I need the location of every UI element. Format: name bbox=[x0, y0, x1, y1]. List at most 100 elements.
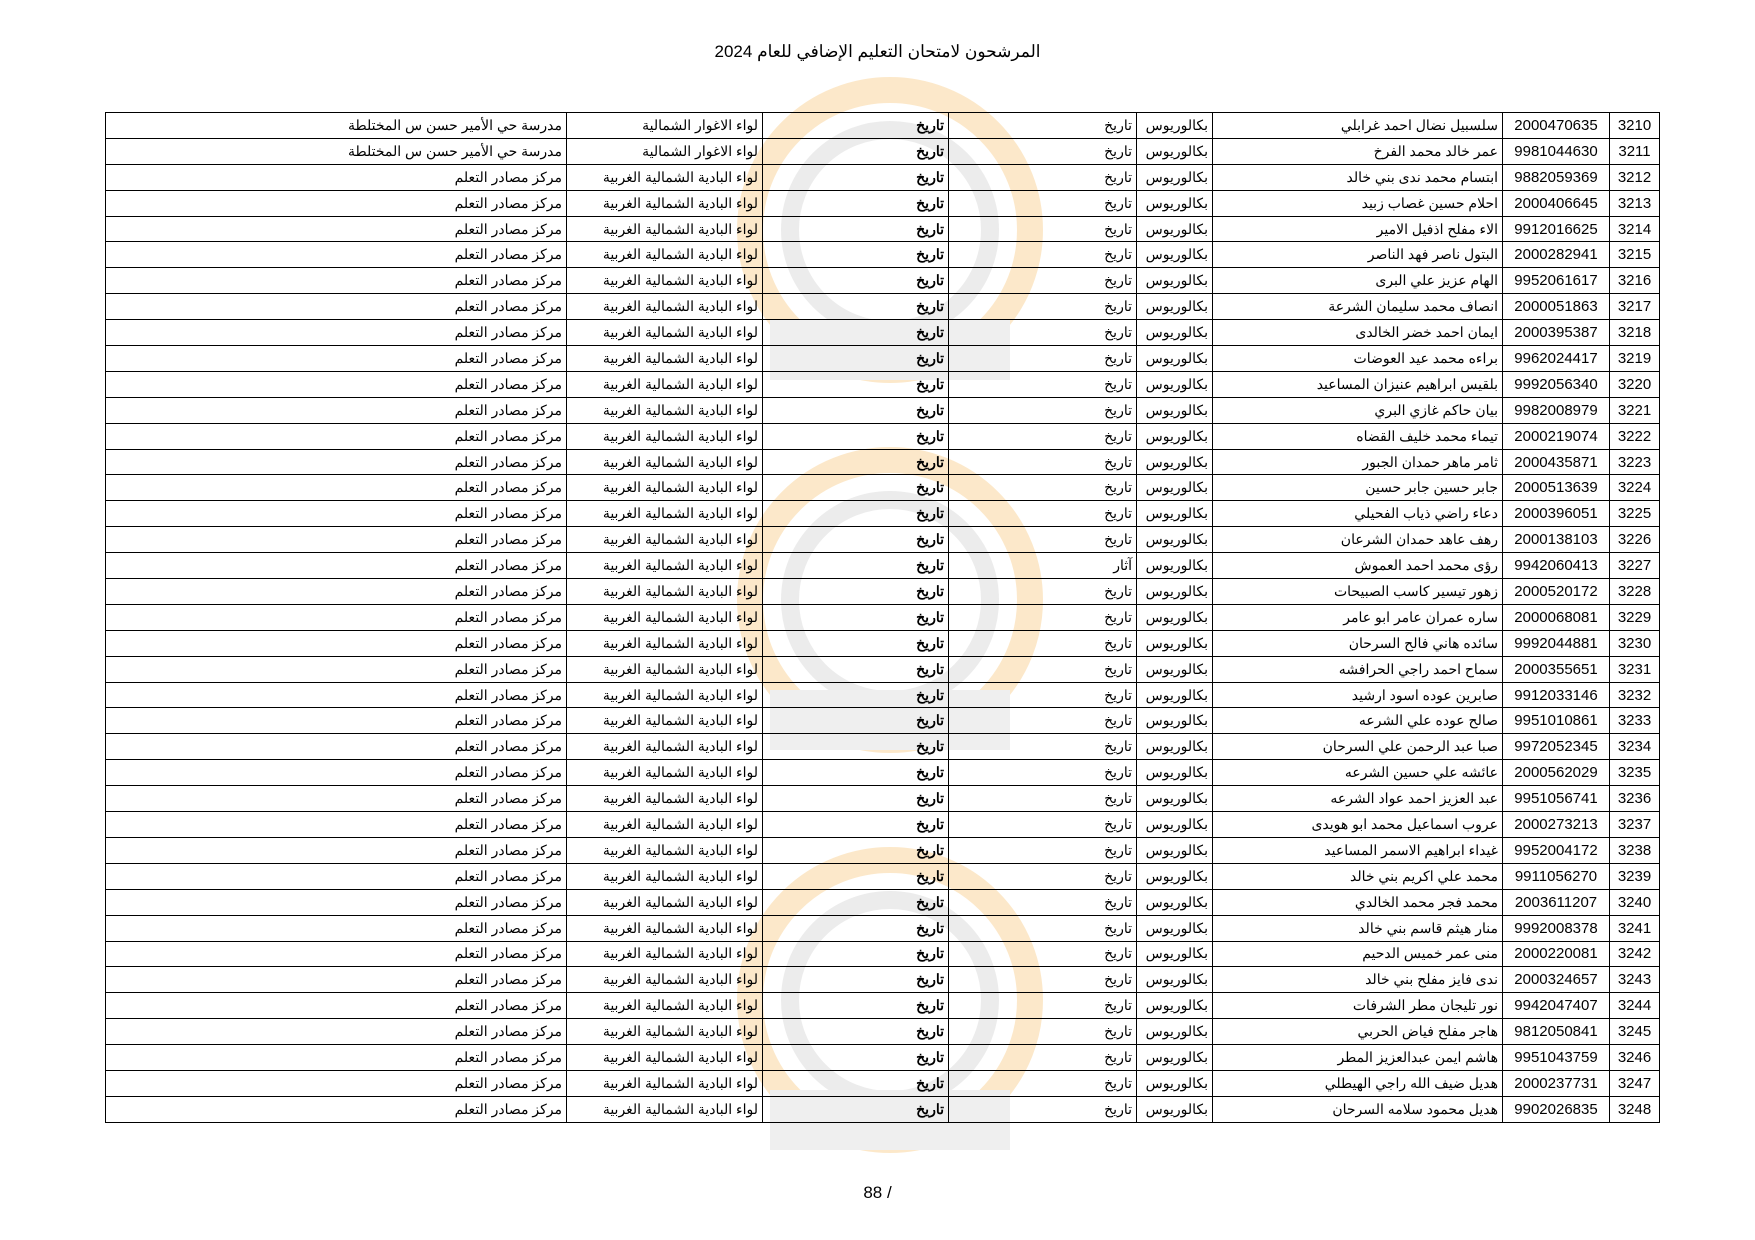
district-cell: لواء البادية الشمالية الغربية bbox=[566, 862, 763, 890]
table-row: 3214 9912016625 الاء مفلح اذفيل الامير بكال… bbox=[105, 215, 1660, 243]
candidate-name-cell: نور تليجان مطر الشرفات bbox=[1212, 992, 1503, 1020]
table-row: 3218 2000395387 ايمان احمد خضر الخالدى بكال… bbox=[105, 319, 1660, 347]
degree-cell: بكالوريوس bbox=[1136, 1069, 1213, 1097]
district-cell: لواء البادية الشمالية الغربية bbox=[566, 345, 763, 372]
subject-cell: تاريخ bbox=[762, 552, 949, 580]
national-id-cell: 2000220081 bbox=[1502, 940, 1610, 968]
row-number-cell: 3211 bbox=[1609, 137, 1660, 165]
candidate-name-cell: عروب اسماعيل محمد ابو هويدى bbox=[1212, 811, 1503, 838]
major-cell: تاريخ bbox=[948, 836, 1137, 864]
degree-cell: بكالوريوس bbox=[1136, 1095, 1213, 1123]
row-number-cell: 3242 bbox=[1609, 940, 1660, 968]
degree-cell: بكالوريوس bbox=[1136, 655, 1213, 683]
candidate-name-cell: ثامر ماهر حمدان الجبور bbox=[1212, 448, 1503, 476]
candidate-name-cell: هاشم ايمن عبدالعزيز المطر bbox=[1212, 1044, 1503, 1071]
row-number-cell: 3222 bbox=[1609, 422, 1660, 450]
page-number: 88 / bbox=[863, 1183, 892, 1202]
table-row: 3242 2000220081 منى عمر خميس الدحيم بكالوري… bbox=[105, 940, 1660, 968]
district-cell: لواء البادية الشمالية الغربية bbox=[566, 1018, 763, 1046]
major-cell: تاريخ bbox=[948, 215, 1137, 243]
major-cell: تاريخ bbox=[948, 914, 1137, 942]
national-id-cell: 2003611207 bbox=[1502, 888, 1610, 916]
table-row: 3243 2000324657 ندى فايز مفلح بني خالد بكال… bbox=[105, 966, 1660, 994]
degree-cell: بكالوريوس bbox=[1136, 940, 1213, 968]
table-row: 3219 9962024417 براءه محمد عيد العوضات بكال… bbox=[105, 345, 1660, 372]
degree-cell: بكالوريوس bbox=[1136, 629, 1213, 657]
table-row: 3229 2000068081 ساره عمران عامر ابو عامر بك… bbox=[105, 603, 1660, 631]
major-cell: تاريخ bbox=[948, 1044, 1137, 1071]
district-cell: لواء البادية الشمالية الغربية bbox=[566, 448, 763, 476]
national-id-cell: 9912033146 bbox=[1502, 681, 1610, 709]
table-row: 3228 2000520172 زهور تيسير كاسب الصبيحات بك… bbox=[105, 578, 1660, 605]
row-number-cell: 3235 bbox=[1609, 759, 1660, 787]
row-number-cell: 3221 bbox=[1609, 396, 1660, 424]
exam-center-cell: مركز مصادر التعلم bbox=[105, 759, 567, 787]
national-id-cell: 9992008378 bbox=[1502, 914, 1610, 942]
candidate-name-cell: هديل محمود سلامه السرحان bbox=[1212, 1095, 1503, 1123]
table-row: 3232 9912033146 صابرين عوده اسود ارشيد بكال… bbox=[105, 681, 1660, 709]
exam-center-cell: مركز مصادر التعلم bbox=[105, 836, 567, 864]
exam-center-cell: مركز مصادر التعلم bbox=[105, 1018, 567, 1046]
subject-cell: تاريخ bbox=[762, 966, 949, 994]
major-cell: تاريخ bbox=[948, 811, 1137, 838]
national-id-cell: 9981044630 bbox=[1502, 137, 1610, 165]
exam-center-cell: مركز مصادر التعلم bbox=[105, 940, 567, 968]
subject-cell: تاريخ bbox=[762, 759, 949, 787]
exam-center-cell: مركز مصادر التعلم bbox=[105, 448, 567, 476]
exam-center-cell: مركز مصادر التعلم bbox=[105, 1069, 567, 1097]
table-row: 3227 9942060413 رؤى محمد احمد العموش بكالور… bbox=[105, 552, 1660, 580]
degree-cell: بكالوريوس bbox=[1136, 370, 1213, 398]
subject-cell: تاريخ bbox=[762, 992, 949, 1020]
subject-cell: تاريخ bbox=[762, 707, 949, 735]
candidate-name-cell: زهور تيسير كاسب الصبيحات bbox=[1212, 578, 1503, 605]
row-number-cell: 3218 bbox=[1609, 319, 1660, 347]
candidate-name-cell: دعاء راضي ذياب الفحيلي bbox=[1212, 500, 1503, 528]
exam-center-cell: مركز مصادر التعلم bbox=[105, 267, 567, 295]
district-cell: لواء البادية الشمالية الغربية bbox=[566, 681, 763, 709]
major-cell: تاريخ bbox=[948, 888, 1137, 916]
degree-cell: بكالوريوس bbox=[1136, 888, 1213, 916]
major-cell: تاريخ bbox=[948, 422, 1137, 450]
table-row: 3235 2000562029 عائشه علي حسين الشرعه بكالو… bbox=[105, 759, 1660, 787]
candidate-name-cell: غيداء ابراهيم الاسمر المساعيد bbox=[1212, 836, 1503, 864]
exam-center-cell: مركز مصادر التعلم bbox=[105, 733, 567, 761]
table-row: 3231 2000355651 سماح احمد راجي الحرافشه بكا… bbox=[105, 655, 1660, 683]
exam-center-cell: مركز مصادر التعلم bbox=[105, 163, 567, 191]
table-row: 3223 2000435871 ثامر ماهر حمدان الجبور بكال… bbox=[105, 448, 1660, 476]
major-cell: تاريخ bbox=[948, 862, 1137, 890]
district-cell: لواء البادية الشمالية الغربية bbox=[566, 629, 763, 657]
major-cell: تاريخ bbox=[948, 707, 1137, 735]
major-cell: تاريخ bbox=[948, 500, 1137, 528]
district-cell: لواء البادية الشمالية الغربية bbox=[566, 1069, 763, 1097]
subject-cell: تاريخ bbox=[762, 526, 949, 554]
row-number-cell: 3241 bbox=[1609, 914, 1660, 942]
candidate-name-cell: صالح عوده علي الشرعه bbox=[1212, 707, 1503, 735]
row-number-cell: 3219 bbox=[1609, 345, 1660, 372]
row-number-cell: 3234 bbox=[1609, 733, 1660, 761]
candidate-name-cell: براءه محمد عيد العوضات bbox=[1212, 345, 1503, 372]
district-cell: لواء البادية الشمالية الغربية bbox=[566, 215, 763, 243]
degree-cell: بكالوريوس bbox=[1136, 552, 1213, 580]
candidate-name-cell: احلام حسين غصاب زبيد bbox=[1212, 189, 1503, 217]
table-row: 3244 9942047407 نور تليجان مطر الشرفات بكال… bbox=[105, 992, 1660, 1020]
exam-center-cell: مركز مصادر التعلم bbox=[105, 655, 567, 683]
national-id-cell: 9952061617 bbox=[1502, 267, 1610, 295]
exam-center-cell: مركز مصادر التعلم bbox=[105, 474, 567, 502]
subject-cell: تاريخ bbox=[762, 578, 949, 605]
national-id-cell: 2000406645 bbox=[1502, 189, 1610, 217]
row-number-cell: 3243 bbox=[1609, 966, 1660, 994]
district-cell: لواء البادية الشمالية الغربية bbox=[566, 914, 763, 942]
subject-cell: تاريخ bbox=[762, 448, 949, 476]
exam-center-cell: مركز مصادر التعلم bbox=[105, 526, 567, 554]
subject-cell: تاريخ bbox=[762, 293, 949, 321]
national-id-cell: 9812050841 bbox=[1502, 1018, 1610, 1046]
district-cell: لواء البادية الشمالية الغربية bbox=[566, 759, 763, 787]
exam-center-cell: مركز مصادر التعلم bbox=[105, 811, 567, 838]
candidate-name-cell: سلسبيل نضال احمد غرابلي bbox=[1212, 112, 1503, 139]
candidate-name-cell: انصاف محمد سليمان الشرعة bbox=[1212, 293, 1503, 321]
table-row: 3216 9952061617 الهام عزيز علي البرى بكالور… bbox=[105, 267, 1660, 295]
national-id-cell: 9942047407 bbox=[1502, 992, 1610, 1020]
degree-cell: بكالوريوس bbox=[1136, 500, 1213, 528]
national-id-cell: 2000237731 bbox=[1502, 1069, 1610, 1097]
candidate-name-cell: ابتسام محمد ندى بني خالد bbox=[1212, 163, 1503, 191]
